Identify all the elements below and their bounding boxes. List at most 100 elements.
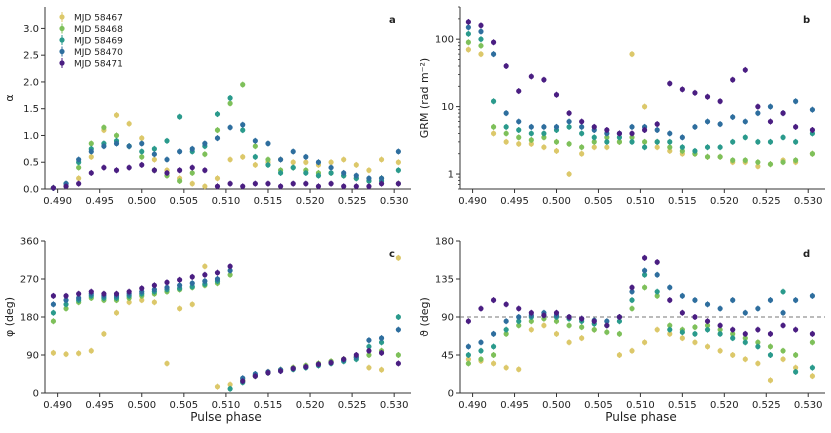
data-point [730,139,736,145]
legend-entry: MJD 58470 [74,48,123,58]
data-point [378,156,385,163]
data-point [164,156,170,163]
x-tick-label: 0.520 [296,400,325,411]
data-point [604,318,610,324]
data-point [366,348,372,354]
data-point [704,144,711,150]
data-point [478,348,484,354]
data-point [667,139,673,145]
data-point [465,31,471,37]
data-point [88,140,94,147]
x-tick-label: 0.490 [43,400,72,411]
data-point [604,134,610,140]
data-point [303,170,309,176]
data-point [809,373,816,379]
data-point [629,284,635,291]
data-point [189,170,195,176]
data-point [579,130,585,137]
data-point [366,175,372,181]
data-point [50,310,57,316]
data-point [692,324,698,330]
data-point [793,369,799,375]
data-point [315,361,322,367]
data-point [76,164,82,171]
data-point [366,343,372,350]
x-tick-label: 0.510 [626,400,655,411]
data-point [616,318,623,324]
data-point [629,139,635,145]
x-tick-label: 0.510 [212,400,241,411]
panel-c: 0.490 0.495 0.500 0.505 0.510 0.515 0.520 0.525… [3,237,411,411]
data-point [742,356,748,362]
data-point [490,297,497,303]
data-point [616,139,623,145]
data-point [667,331,673,337]
y-tick-label: 135 [435,275,454,286]
data-point [490,98,497,104]
data-point [516,314,522,320]
y-tick-label: 1 [448,170,454,181]
data-point [553,148,560,154]
data-point [240,127,246,133]
x-tick-label: 0.515 [254,196,283,207]
x-tick-label: 0.530 [380,196,409,207]
data-point [717,144,723,150]
data-point [465,47,471,53]
x-tick-label: 0.525 [752,196,781,207]
data-point [553,331,560,337]
data-point [353,173,359,179]
data-point [667,130,673,137]
data-point [755,110,761,116]
panel-label: b [803,15,810,26]
data-point [692,314,698,320]
data-point [151,146,157,152]
data-point [478,356,484,362]
data-point [780,134,786,140]
data-point [566,124,572,130]
data-point [478,28,484,35]
data-point [378,175,385,181]
legend-entry: MJD 58467 [74,14,123,24]
data-point [704,154,711,160]
data-point [654,259,660,265]
data-point [214,111,221,117]
data-point [616,314,623,320]
data-point [240,154,246,160]
data-point [303,181,309,187]
data-point [126,299,132,305]
data-point [177,277,183,283]
data-point [566,110,572,116]
data-point [277,368,284,374]
data-point [629,305,635,312]
data-point [541,134,547,140]
y-tick-label: 0.5 [23,158,39,169]
data-point [541,124,547,130]
x-tick-label: 0.490 [43,196,72,207]
data-point [717,331,723,337]
data-point [730,157,736,163]
data-point [164,279,170,285]
x-tick-label: 0.510 [626,196,655,207]
y-tick-label: 2.0 [23,77,39,88]
x-tick-label: 0.530 [794,400,823,411]
data-point [579,151,585,157]
data-point [667,322,673,329]
data-point [767,139,774,145]
data-point [328,170,334,176]
data-point [214,276,221,282]
data-point [252,373,258,379]
data-point [717,98,723,104]
data-point [629,297,635,303]
data-point [679,310,685,316]
data-point [667,148,673,154]
data-point [290,365,296,372]
data-point [667,80,673,87]
data-point [667,297,673,303]
data-point [704,94,711,100]
data-point [730,327,736,333]
x-tick-label: 0.500 [127,196,156,207]
data-point [641,144,648,150]
data-point [679,134,685,140]
x-tick-label: 0.505 [584,196,613,207]
x-tick-label: 0.505 [170,400,199,411]
